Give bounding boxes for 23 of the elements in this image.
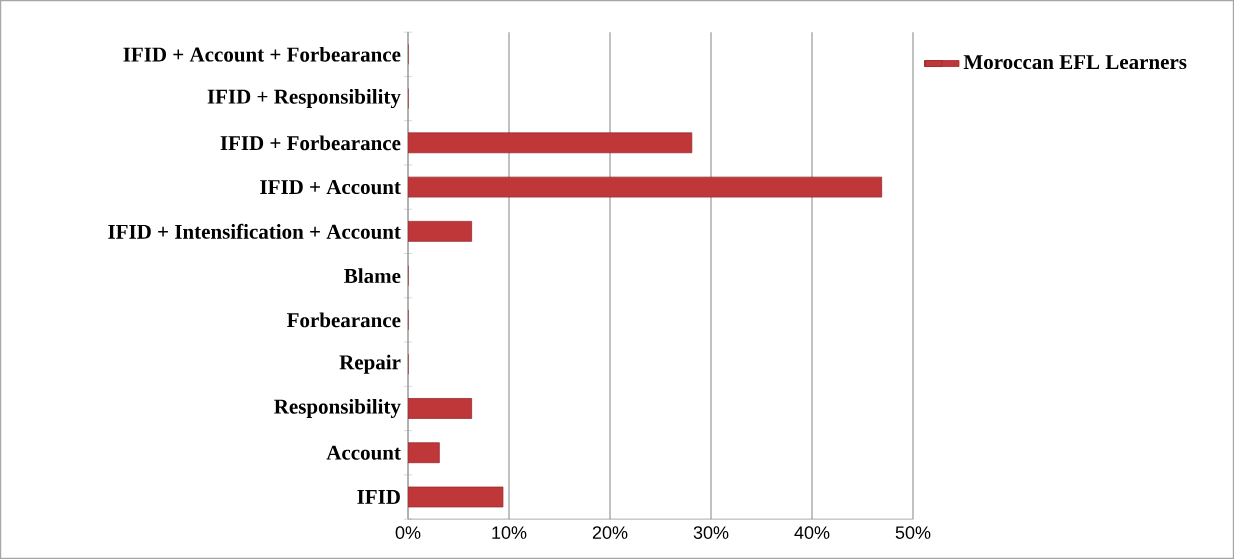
x-tick-label: 40%	[794, 526, 830, 539]
x-tick-label: 20%	[592, 526, 628, 539]
y-tick-label: Blame	[344, 268, 401, 284]
y-tick-label: IFID + Responsibility	[207, 89, 401, 109]
y-tick-label: IFID	[357, 490, 400, 504]
bar	[408, 442, 440, 464]
y-tick-label: Account	[326, 445, 401, 460]
bar	[408, 132, 693, 154]
bar	[408, 176, 883, 198]
x-tick-label: 50%	[895, 526, 931, 539]
y-tick-label: IFID + Forbearance	[220, 135, 401, 151]
x-tick-label: 0%	[395, 526, 421, 539]
legend-label: Moroccan EFL Learners	[963, 55, 1187, 70]
x-tick-label: 10%	[492, 526, 527, 539]
y-tick-label: IFID + Intensification + Account	[108, 223, 401, 239]
bar	[408, 221, 473, 242]
y-tick-label: Repair	[339, 354, 401, 374]
x-tick-label: 30%	[693, 526, 729, 539]
y-tick-label: IFID + Account	[260, 180, 401, 195]
bar	[408, 398, 473, 419]
y-tick-label: Responsibility	[274, 398, 401, 418]
y-tick-label: Forbearance	[287, 312, 401, 328]
y-tick-label: IFID + Account + Forbearance	[123, 46, 401, 62]
